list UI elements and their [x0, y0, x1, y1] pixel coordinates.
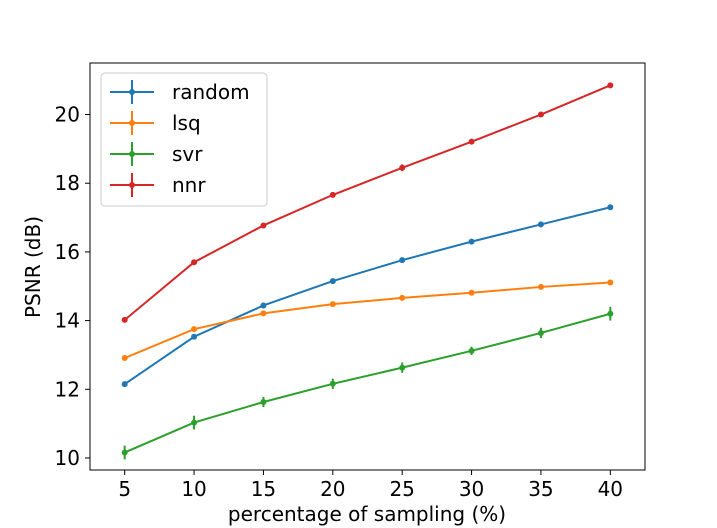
series-layer [121, 82, 614, 460]
y-axis-ticks: 10 12 14 16 18 20 [55, 103, 90, 470]
data-point [260, 222, 267, 229]
data-point [399, 164, 406, 171]
data-point [537, 329, 544, 336]
data-point [399, 294, 406, 301]
data-point [329, 301, 336, 308]
x-axis-ticks: 5 10 15 20 25 30 35 40 [118, 470, 623, 501]
data-point [399, 364, 406, 371]
legend-marker [129, 151, 135, 157]
y-axis-label: PSNR (dB) [21, 216, 45, 318]
x-tick-label: 5 [118, 477, 131, 501]
series-line-lsq [124, 281, 611, 359]
series-lsq [121, 279, 614, 362]
data-point [191, 259, 198, 266]
y-tick-label: 16 [55, 240, 80, 264]
y-tick-label: 10 [55, 446, 80, 470]
data-point [537, 221, 544, 228]
data-point [468, 289, 475, 296]
data-point [537, 111, 544, 118]
data-point [399, 257, 406, 264]
data-point [468, 138, 475, 145]
x-tick-label: 10 [181, 477, 206, 501]
legend-item-svr: svr [110, 142, 203, 166]
x-tick-label: 40 [598, 477, 623, 501]
legend-marker [129, 89, 135, 95]
data-point [260, 310, 267, 317]
legend-items: random lsq svr nnr [110, 80, 250, 197]
data-point [329, 278, 336, 285]
data-point [537, 283, 544, 290]
data-point [121, 316, 128, 323]
data-point [468, 238, 475, 245]
data-point [260, 398, 267, 405]
data-point [329, 380, 336, 387]
series-line-svr [124, 312, 611, 454]
series-random [121, 204, 614, 388]
data-point [607, 82, 614, 89]
legend-item-nnr: nnr [110, 173, 206, 197]
data-point [121, 355, 128, 362]
data-point [607, 279, 614, 286]
legend-label: random [172, 80, 250, 104]
legend-item-lsq: lsq [110, 111, 201, 135]
legend-item-random: random [110, 80, 250, 104]
legend-box [100, 72, 268, 207]
x-tick-label: 35 [528, 477, 553, 501]
legend-marker [129, 182, 135, 188]
y-tick-label: 14 [55, 309, 80, 333]
y-tick-label: 20 [55, 103, 80, 127]
data-point [468, 347, 475, 354]
data-point [607, 310, 614, 317]
data-point [121, 381, 128, 388]
legend-label: nnr [172, 173, 206, 197]
data-point [260, 302, 267, 309]
legend: random lsq svr nnr [100, 72, 268, 207]
series-line-random [124, 206, 611, 385]
x-axis-label: percentage of sampling (%) [228, 502, 506, 526]
series-line-nnr [124, 84, 611, 321]
y-tick-label: 12 [55, 377, 80, 401]
legend-label: svr [172, 142, 203, 166]
x-tick-label: 30 [459, 477, 484, 501]
series-nnr [121, 82, 614, 323]
legend-label: lsq [172, 111, 201, 135]
plot-frame [89, 62, 646, 471]
x-tick-label: 20 [320, 477, 345, 501]
x-tick-label: 15 [251, 477, 276, 501]
x-tick-label: 25 [389, 477, 414, 501]
y-tick-label: 18 [55, 171, 80, 195]
data-point [329, 191, 336, 198]
series-svr [121, 306, 614, 460]
data-point [121, 449, 128, 456]
data-point [191, 333, 198, 340]
legend-marker [129, 120, 135, 126]
data-point [607, 204, 614, 211]
data-point [191, 419, 198, 426]
data-point [191, 326, 198, 333]
